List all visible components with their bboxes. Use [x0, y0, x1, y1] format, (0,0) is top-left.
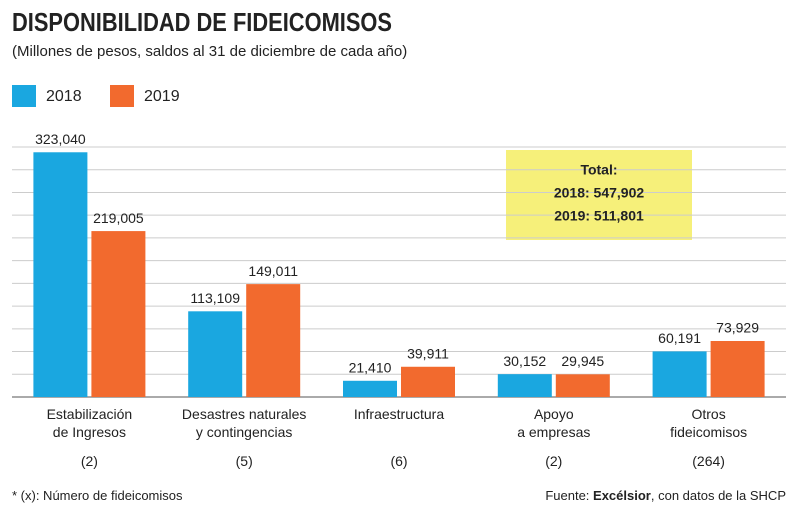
data-label: 73,929 — [716, 320, 759, 336]
x-tick-label: Otros fideicomisos — [670, 406, 748, 440]
data-label: 60,191 — [658, 330, 701, 346]
data-label: 39,911 — [407, 345, 449, 361]
source-text: Fuente: — [545, 488, 594, 503]
x-tick-label: Desastres naturales y contingencias — [181, 406, 307, 440]
bar — [710, 340, 765, 397]
x-tick-label: Apoyo a empresas — [517, 406, 591, 440]
legend-label: 2018 — [46, 88, 82, 105]
bar — [555, 374, 610, 397]
count-label: (2) — [80, 453, 98, 469]
bar — [401, 366, 455, 397]
data-label: 30,152 — [503, 353, 546, 369]
bar — [343, 380, 397, 397]
data-label: 323,040 — [35, 131, 86, 147]
footnote: * (x): Número de fideicomisos — [12, 488, 183, 503]
bar — [652, 351, 707, 397]
annotation-line: Total: — [580, 162, 617, 178]
bar — [497, 374, 552, 397]
bar — [91, 231, 146, 397]
legend-swatch — [110, 85, 134, 107]
bar — [246, 284, 301, 397]
source-name: Excélsior — [593, 488, 651, 503]
data-label: 113,109 — [190, 290, 240, 306]
count-label: (6) — [390, 453, 408, 469]
source: Fuente: Excélsior, con datos de la SHCP — [545, 488, 786, 503]
count-label: (5) — [235, 453, 253, 469]
count-label: (2) — [545, 453, 563, 469]
source-text: , con datos de la SHCP — [650, 488, 786, 503]
x-tick-label: Infraestructura — [353, 406, 445, 422]
chart-title: DISPONIBILIDAD DE FIDEICOMISOS — [12, 7, 392, 37]
annotation-line: 2018: 547,902 — [554, 185, 645, 201]
data-label: 29,945 — [561, 353, 604, 369]
count-label: (264) — [692, 453, 725, 469]
annotation-line: 2019: 511,801 — [554, 208, 644, 224]
chart-subtitle: (Millones de pesos, saldos al 31 de dici… — [12, 43, 407, 60]
data-label: 149,011 — [248, 263, 298, 279]
data-label: 21,410 — [349, 359, 392, 375]
bar — [33, 152, 88, 397]
legend-swatch — [12, 85, 36, 107]
x-tick-label: Estabilización de Ingresos — [46, 406, 133, 440]
bar — [188, 311, 243, 397]
legend-label: 2019 — [144, 88, 180, 105]
data-label: 219,005 — [93, 210, 144, 226]
annotation-box — [506, 150, 692, 240]
